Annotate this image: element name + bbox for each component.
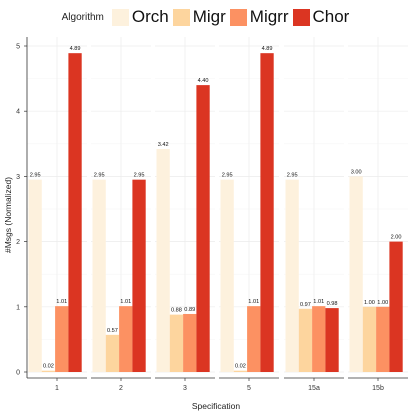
y-tick-label: 4 (16, 109, 20, 116)
bar-orch-3 (156, 149, 170, 372)
bar-label: 2.95 (94, 173, 105, 179)
bar-label: 0.97 (300, 302, 311, 308)
x-tick-label: 2 (119, 385, 123, 392)
bar-migrr-5 (247, 306, 261, 372)
x-tick-label: 15a (308, 385, 320, 392)
bar-migr-2 (105, 334, 120, 372)
bar-label: 0.88 (171, 308, 182, 314)
bar-orch-2 (92, 179, 106, 372)
legend-swatch-orch (111, 8, 129, 26)
bar-chor-3 (196, 85, 210, 373)
bar-label: 2.95 (222, 173, 233, 179)
bar-label: 4.89 (262, 46, 273, 52)
bar-label: 0.89 (184, 307, 195, 313)
bar-label: 2.95 (287, 173, 298, 179)
bars (28, 53, 403, 373)
bar-migr-5 (233, 370, 248, 372)
bar-chor-15a (325, 308, 339, 372)
legend-label-chor: Chor (312, 7, 350, 26)
bar-chor-15b (389, 241, 403, 372)
bar-label: 4.40 (198, 78, 209, 84)
bar-chor-2 (132, 179, 146, 372)
legend-item-migrr: Migrr (229, 7, 289, 27)
bar-label: 2.95 (134, 173, 145, 179)
bar-label: 1.01 (56, 299, 67, 305)
legend-swatch-migrr (229, 8, 247, 26)
bar-label: 2.95 (30, 173, 41, 179)
bar-label: 1.01 (120, 299, 131, 305)
bar-chor-1 (68, 53, 82, 373)
bar-label: 0.02 (235, 364, 246, 370)
x-tick-label: 15b (372, 385, 384, 392)
bar-migrr-2 (119, 306, 133, 372)
bar-migr-15b (362, 306, 377, 372)
x-tick-label: 1 (55, 385, 59, 392)
bar-orch-15b (349, 176, 363, 372)
legend-item-migr: Migr (172, 7, 226, 27)
bar-label: 3.00 (351, 169, 362, 175)
bar-label: 0.02 (43, 364, 54, 370)
x-tick-label: 5 (247, 385, 251, 392)
bar-migr-1 (41, 370, 56, 372)
bar-orch-15a (285, 179, 299, 372)
legend-item-orch: Orch (111, 7, 169, 27)
legend-label-migr: Migr (192, 7, 226, 26)
x-tick-label: 3 (183, 385, 187, 392)
y-axis-title: #Msgs (Normalized) (3, 177, 13, 253)
bar-label: 2.00 (391, 235, 402, 241)
y-tick-label: 0 (16, 370, 20, 377)
bar-label: 1.00 (364, 300, 375, 306)
legend-label-orch: Orch (131, 7, 169, 26)
bar-label: 3.42 (158, 142, 169, 148)
bar-label: 4.89 (70, 46, 81, 52)
y-tick-label: 2 (16, 239, 20, 246)
legend-swatch-chor (292, 8, 310, 26)
y-tick-label: 3 (16, 174, 20, 181)
bar-chor-5 (260, 53, 274, 373)
bar-orch-5 (220, 179, 234, 372)
bar-label: 1.01 (248, 299, 259, 305)
bar-migr-3 (169, 314, 184, 372)
bar-orch-1 (28, 179, 42, 372)
bar-migrr-15b (376, 306, 390, 372)
legend-label-migrr: Migrr (249, 7, 289, 26)
legend-item-chor: Chor (292, 7, 350, 27)
legend-swatch-migr (172, 8, 190, 26)
axes: 0 1 2 3 4 5 1 2 3 5 15a 15b (16, 37, 408, 392)
x-axis-title: Specification (192, 401, 240, 411)
bar-migrr-1 (55, 306, 69, 372)
bar-label: 0.98 (327, 301, 338, 307)
bar-migr-15a (298, 308, 313, 372)
y-tick-label: 1 (16, 304, 20, 311)
bar-migrr-15a (312, 306, 326, 372)
bar-label: 1.01 (313, 299, 324, 305)
legend: Algorithm Orch Migr Migrr Chor (0, 4, 415, 30)
bar-label: 0.57 (107, 328, 118, 334)
legend-title: Algorithm (61, 11, 104, 23)
bar-labels: 2.95 0.02 1.01 4.89 2.95 0.57 1.01 2.95 3.42 0.88… (30, 46, 402, 370)
bar-migrr-3 (183, 313, 197, 372)
bar-label: 1.00 (377, 300, 388, 306)
y-tick-label: 5 (16, 44, 20, 51)
